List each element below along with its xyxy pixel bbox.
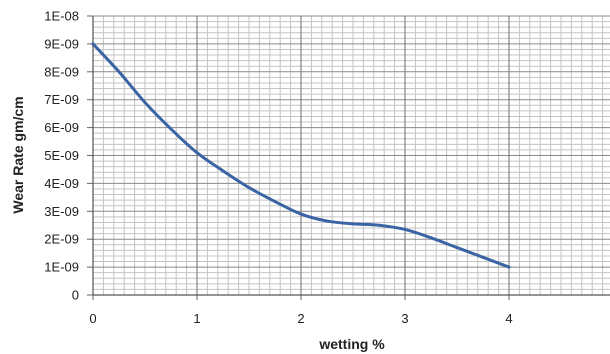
y-tick-label: 0 xyxy=(72,288,79,303)
data-point xyxy=(221,169,225,173)
grid xyxy=(92,15,610,296)
data-point xyxy=(351,222,355,226)
x-tick-label: 0 xyxy=(89,311,96,326)
data-point xyxy=(455,246,459,250)
y-tick-label: 3E-09 xyxy=(44,204,79,219)
y-tick-label: 7E-09 xyxy=(44,92,79,107)
data-point xyxy=(247,186,251,190)
data-point xyxy=(273,200,277,204)
x-tick-label: 1 xyxy=(193,311,200,326)
data-point xyxy=(377,223,381,227)
x-tick-label: 2 xyxy=(297,311,304,326)
data-point xyxy=(117,70,121,74)
data-point xyxy=(325,219,329,223)
data-point xyxy=(143,100,147,104)
y-tick-label: 8E-09 xyxy=(44,64,79,79)
y-axis-title: Wear Rate gm/cm xyxy=(10,96,26,213)
data-point xyxy=(195,151,199,155)
y-tick-label: 2E-09 xyxy=(44,232,79,247)
data-point xyxy=(403,227,407,231)
y-tick-label: 6E-09 xyxy=(44,120,79,135)
data-point xyxy=(481,255,485,259)
data-point xyxy=(429,236,433,240)
x-tick-label: 4 xyxy=(505,311,512,326)
data-point xyxy=(507,265,511,269)
y-tick-label: 4E-09 xyxy=(44,176,79,191)
data-point xyxy=(299,212,303,216)
x-tick-label: 3 xyxy=(401,311,408,326)
series-group xyxy=(91,42,511,269)
y-tick-label: 1E-08 xyxy=(44,9,79,24)
data-point xyxy=(91,42,95,46)
x-axis-title: wetting % xyxy=(318,336,385,352)
y-tick-label: 1E-09 xyxy=(44,260,79,275)
y-tick-label: 5E-09 xyxy=(44,148,79,163)
data-point xyxy=(169,127,173,131)
axes xyxy=(87,15,610,300)
y-tick-label: 9E-09 xyxy=(44,36,79,51)
